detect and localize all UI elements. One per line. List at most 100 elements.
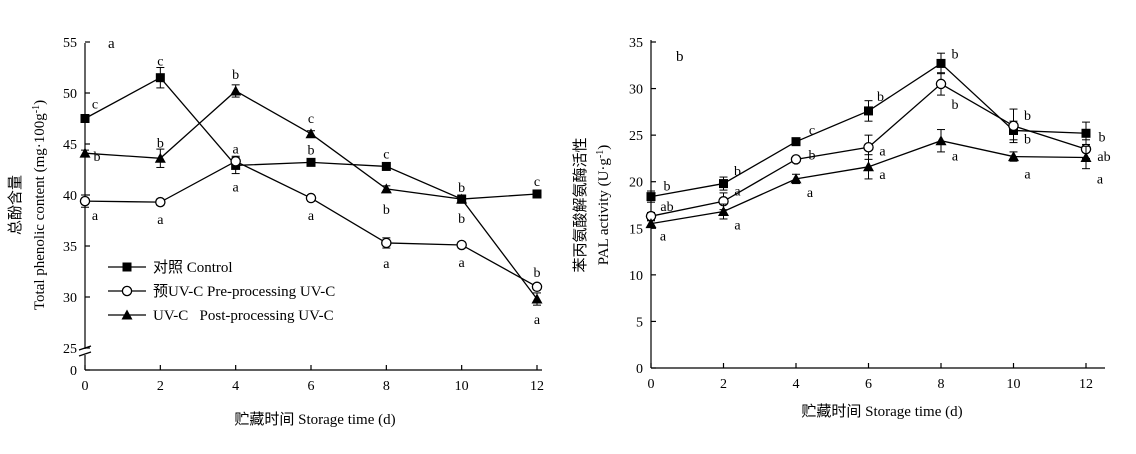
triangle-marker: [79, 147, 91, 158]
x-tick-label: 0: [648, 377, 655, 392]
significance-label: a: [807, 186, 814, 201]
significance-label: b: [94, 150, 101, 165]
square-marker: [936, 58, 946, 68]
triangle-marker: [1080, 151, 1092, 162]
significance-label: b: [734, 165, 741, 180]
x-tick-label: 8: [938, 377, 945, 392]
significance-label: a: [308, 209, 315, 224]
square-marker: [719, 179, 728, 189]
significance-label: a: [1097, 172, 1104, 187]
significance-label: c: [534, 175, 540, 190]
y-tick-label: 20: [629, 176, 643, 191]
x-axis-title: 贮藏时间 Storage time (d): [801, 403, 962, 420]
significance-label: ab: [660, 200, 673, 215]
triangle-marker: [230, 85, 242, 96]
legend-item-control: 对照 Control: [108, 259, 233, 276]
y-tick-label: 45: [63, 138, 77, 153]
x-tick-label: 6: [865, 377, 872, 392]
significance-label: c: [157, 55, 163, 70]
significance-label: b: [458, 181, 465, 196]
y-tick-label: 5: [636, 315, 643, 330]
legend-circle-marker: [121, 285, 133, 297]
triangle-marker: [531, 293, 543, 304]
circle-marker: [935, 78, 947, 90]
axis-break-mark: [78, 351, 92, 357]
significance-label: c: [809, 124, 815, 139]
y-tick-label: 35: [63, 240, 77, 255]
significance-label: a: [233, 180, 240, 195]
triangle-marker: [935, 135, 947, 146]
y-tick-label: 30: [629, 83, 643, 98]
square-marker: [646, 192, 656, 202]
x-tick-label: 4: [232, 379, 239, 394]
significance-label: b: [809, 148, 816, 163]
circle-marker: [230, 156, 241, 167]
triangle-marker: [645, 218, 657, 229]
legend-square-marker: [122, 262, 132, 272]
triangle-marker: [154, 152, 166, 163]
x-tick-label: 2: [157, 379, 164, 394]
triangle-marker: [790, 173, 802, 184]
y-tick-label: 10: [629, 269, 643, 284]
x-axis-title: 贮藏时间 Storage time (d): [234, 411, 395, 428]
chart-right-pal-activity: 苯丙氨酸解氨酶活性 PAL activity (U·g-1) 贮藏时间 Stor…: [572, 36, 1111, 420]
significance-label: ab: [1097, 150, 1110, 165]
significance-label: a: [1024, 168, 1031, 183]
x-tick-label: 8: [383, 379, 390, 394]
square-marker: [80, 114, 90, 123]
circle-marker: [790, 154, 802, 165]
y-tick-label: 25: [63, 342, 77, 357]
significance-label: b: [157, 136, 164, 151]
square-marker: [155, 73, 165, 83]
legend-label: 对照 Control: [153, 259, 233, 276]
y-axis-title-en: PAL activity (U·g-1): [595, 145, 612, 266]
circle-marker: [79, 195, 91, 207]
y-tick-label: 30: [63, 291, 77, 306]
significance-label: a: [92, 209, 99, 224]
y-tick-label: 35: [629, 36, 643, 51]
square-marker: [381, 161, 391, 171]
x-tick-label: 12: [530, 379, 544, 394]
series-line: [84, 76, 538, 200]
legend-label: 预UV-C Pre-processing UV-C: [153, 283, 335, 300]
x-tick-label: 4: [793, 377, 800, 392]
y-tick-label: 0: [636, 362, 643, 377]
significance-label: b: [383, 203, 390, 218]
y-tick-label: 0: [70, 364, 77, 379]
significance-label: c: [92, 98, 98, 113]
significance-label: a: [459, 256, 466, 271]
significance-label: a: [879, 144, 886, 159]
triangle-marker: [718, 206, 729, 217]
significance-label: a: [734, 184, 741, 199]
significance-label: a: [879, 168, 886, 183]
significance-label: b: [952, 98, 959, 113]
circle-marker: [155, 196, 166, 208]
significance-label: b: [664, 180, 671, 195]
series-open-circle: a a a a a a b: [79, 142, 543, 293]
panel-letter: b: [676, 49, 684, 65]
significance-label: a: [233, 142, 240, 157]
circle-marker: [1008, 120, 1019, 132]
significance-label: b: [952, 47, 959, 62]
y-axis-title-en: Total phenolic content (mg·100g-1): [31, 100, 48, 310]
square-marker: [864, 106, 873, 116]
x-tick-label: 6: [308, 379, 315, 394]
triangle-marker: [863, 161, 874, 172]
chart-left-total-phenolic: 总酚含量 Total phenolic content (mg·100g-1) …: [7, 36, 544, 428]
y-tick-label: 55: [63, 36, 77, 51]
y-axis-title-zh: 苯丙氨酸解氨酶活性: [572, 137, 589, 272]
significance-label: b: [1024, 132, 1031, 147]
triangle-marker: [305, 128, 317, 139]
legend-item-pre-uvc: 预UV-C Pre-processing UV-C: [108, 283, 335, 300]
legend-item-post-uvc: UV-C Post-processing UV-C: [108, 308, 334, 324]
panel-letter: a: [108, 36, 115, 52]
triangle-marker: [1008, 151, 1019, 162]
significance-label: b: [1024, 109, 1031, 124]
legend-label: UV-C Post-processing UV-C: [153, 308, 334, 324]
series-filled-triangle: b b b c b b a: [79, 68, 543, 328]
significance-label: b: [534, 266, 541, 281]
x-tick-label: 10: [455, 379, 469, 394]
